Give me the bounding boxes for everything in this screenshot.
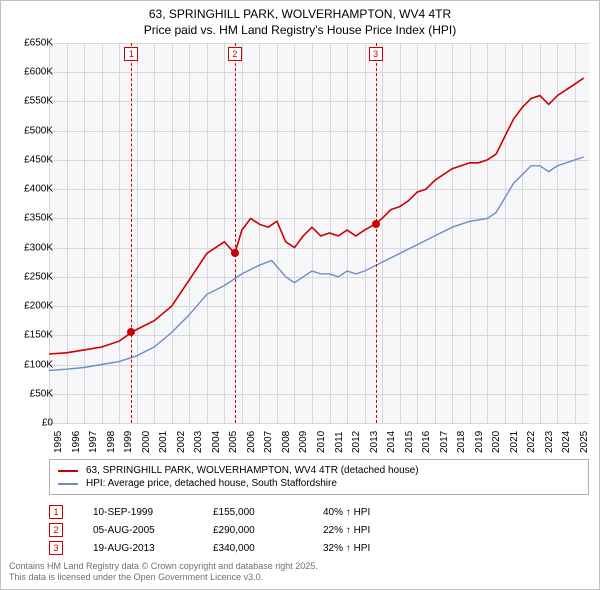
x-axis-label: 2002	[176, 431, 187, 453]
marker-table-row: 2 05-AUG-2005 £290,000 22% ↑ HPI	[49, 521, 423, 539]
title-line-2: Price paid vs. HM Land Registry's House …	[1, 23, 599, 39]
x-axis-label: 1996	[71, 431, 82, 453]
x-axis-label: 2003	[193, 431, 204, 453]
marker-badge: 1	[49, 505, 63, 519]
marker-pct: 32% ↑ HPI	[323, 543, 423, 554]
chart-container: 63, SPRINGHILL PARK, WOLVERHAMPTON, WV4 …	[0, 0, 600, 590]
y-axis-label: £450K	[9, 154, 53, 165]
y-axis-label: £0	[9, 418, 53, 429]
marker-table-row: 1 10-SEP-1999 £155,000 40% ↑ HPI	[49, 503, 423, 521]
marker-table-row: 3 19-AUG-2013 £340,000 32% ↑ HPI	[49, 539, 423, 557]
attribution-footer: Contains HM Land Registry data © Crown c…	[9, 561, 318, 583]
event-marker-badge: 2	[228, 47, 242, 61]
y-axis-label: £350K	[9, 213, 53, 224]
title-line-1: 63, SPRINGHILL PARK, WOLVERHAMPTON, WV4 …	[1, 7, 599, 23]
event-marker-dot	[127, 328, 135, 336]
event-marker-line	[376, 43, 377, 423]
x-axis-label: 1995	[53, 431, 64, 453]
legend-item-price-paid: 63, SPRINGHILL PARK, WOLVERHAMPTON, WV4 …	[58, 464, 580, 477]
x-axis-label: 2019	[474, 431, 485, 453]
x-axis-label: 2015	[404, 431, 415, 453]
plot-area: 1 2 3	[49, 43, 589, 423]
event-marker-dot	[372, 220, 380, 228]
marker-pct: 40% ↑ HPI	[323, 507, 423, 518]
legend: 63, SPRINGHILL PARK, WOLVERHAMPTON, WV4 …	[49, 459, 589, 495]
x-axis-label: 2011	[334, 431, 345, 453]
marker-date: 19-AUG-2013	[93, 543, 183, 554]
x-axis-label: 2016	[421, 431, 432, 453]
marker-table: 1 10-SEP-1999 £155,000 40% ↑ HPI 2 05-AUG-200…	[49, 503, 423, 557]
x-axis-label: 2009	[298, 431, 309, 453]
event-marker-dot	[231, 249, 239, 257]
x-axis-label: 2020	[491, 431, 502, 453]
legend-swatch	[58, 483, 78, 485]
legend-swatch	[58, 470, 78, 472]
x-axis-label: 2018	[456, 431, 467, 453]
x-axis-label: 1998	[106, 431, 117, 453]
x-axis-label: 2008	[281, 431, 292, 453]
event-marker-badge: 3	[369, 47, 383, 61]
footer-line-1: Contains HM Land Registry data © Crown c…	[9, 561, 318, 572]
chart-title: 63, SPRINGHILL PARK, WOLVERHAMPTON, WV4 …	[1, 1, 599, 38]
x-axis-label: 2025	[579, 431, 590, 453]
x-axis-label: 1997	[88, 431, 99, 453]
x-axis-label: 2017	[439, 431, 450, 453]
x-axis-label: 2005	[228, 431, 239, 453]
x-axis-label: 2012	[351, 431, 362, 453]
marker-badge: 3	[49, 541, 63, 555]
y-axis-label: £200K	[9, 301, 53, 312]
marker-date: 05-AUG-2005	[93, 525, 183, 536]
x-axis-label: 2007	[263, 431, 274, 453]
legend-label: 63, SPRINGHILL PARK, WOLVERHAMPTON, WV4 …	[86, 465, 419, 476]
event-marker-badge: 1	[124, 47, 138, 61]
marker-price: £340,000	[213, 543, 293, 554]
marker-pct: 22% ↑ HPI	[323, 525, 423, 536]
marker-date: 10-SEP-1999	[93, 507, 183, 518]
legend-label: HPI: Average price, detached house, Sout…	[86, 478, 337, 489]
y-axis-label: £550K	[9, 96, 53, 107]
x-axis-label: 2024	[561, 431, 572, 453]
y-axis-label: £650K	[9, 38, 53, 49]
marker-badge: 2	[49, 523, 63, 537]
x-axis-label: 2013	[369, 431, 380, 453]
y-axis-label: £150K	[9, 330, 53, 341]
y-axis-label: £500K	[9, 125, 53, 136]
series-line-hpi	[49, 157, 584, 370]
x-axis-label: 2014	[386, 431, 397, 453]
y-axis-label: £250K	[9, 271, 53, 282]
x-axis-label: 2001	[158, 431, 169, 453]
footer-line-2: This data is licensed under the Open Gov…	[9, 572, 318, 583]
x-axis-label: 2023	[544, 431, 555, 453]
event-marker-line	[235, 43, 236, 423]
y-axis-label: £400K	[9, 184, 53, 195]
marker-price: £155,000	[213, 507, 293, 518]
series-line-price-paid	[49, 78, 584, 354]
marker-price: £290,000	[213, 525, 293, 536]
y-axis-label: £100K	[9, 359, 53, 370]
legend-item-hpi: HPI: Average price, detached house, Sout…	[58, 477, 580, 490]
x-axis-label: 2010	[316, 431, 327, 453]
x-axis-label: 1999	[123, 431, 134, 453]
event-marker-line	[131, 43, 132, 423]
line-chart-svg	[49, 43, 589, 423]
x-axis-label: 2022	[526, 431, 537, 453]
y-axis-label: £300K	[9, 242, 53, 253]
x-axis-label: 2004	[211, 431, 222, 453]
x-axis-label: 2021	[509, 431, 520, 453]
x-axis-label: 2000	[141, 431, 152, 453]
y-axis-label: £600K	[9, 67, 53, 78]
x-axis-label: 2006	[246, 431, 257, 453]
y-axis-label: £50K	[9, 388, 53, 399]
gridline-horizontal	[49, 423, 589, 424]
